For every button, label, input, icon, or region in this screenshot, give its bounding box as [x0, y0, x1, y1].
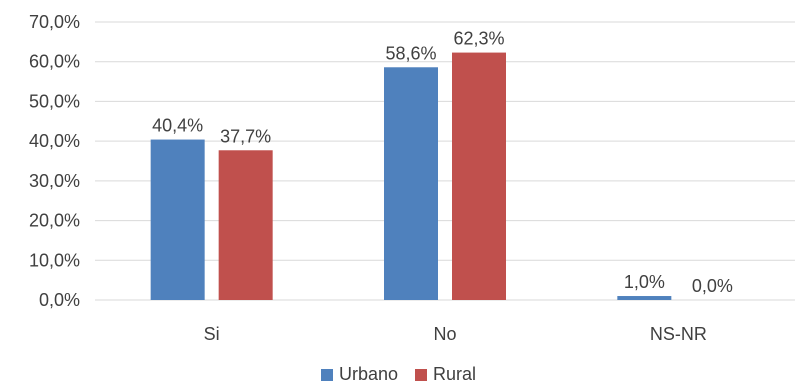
category-label: No	[433, 324, 456, 344]
data-label: 0,0%	[692, 276, 733, 296]
category-label: NS-NR	[650, 324, 707, 344]
bar-urbano-si	[150, 139, 205, 300]
legend-swatch-urbano	[321, 369, 333, 381]
bar-urbano-ns-nr	[617, 296, 672, 300]
legend: Urbano Rural	[321, 364, 476, 384]
bar-rural-si	[218, 150, 273, 300]
legend-label: Rural	[433, 364, 476, 384]
y-tick-label: 0,0%	[39, 290, 80, 310]
data-label: 62,3%	[453, 29, 504, 49]
x-axis-category-labels: Si No NS-NR	[204, 324, 707, 344]
bars	[150, 52, 672, 300]
data-label: 58,6%	[385, 43, 436, 63]
legend-label: Urbano	[339, 364, 398, 384]
y-tick-label: 10,0%	[29, 250, 80, 270]
y-tick-label: 40,0%	[29, 131, 80, 151]
gridlines	[95, 21, 795, 301]
data-label: 40,4%	[152, 116, 203, 136]
y-tick-label: 30,0%	[29, 171, 80, 191]
bar-urbano-no	[384, 67, 438, 300]
y-axis-tick-labels: 0,0% 10,0% 20,0% 30,0% 40,0% 50,0% 60,0% 70,0%	[29, 12, 80, 310]
y-tick-label: 70,0%	[29, 12, 80, 32]
data-label: 37,7%	[220, 126, 271, 146]
y-tick-label: 20,0%	[29, 211, 80, 231]
data-label: 1,0%	[624, 272, 665, 292]
y-tick-label: 50,0%	[29, 91, 80, 111]
data-labels: 40,4% 37,7% 58,6% 62,3% 1,0% 0,0%	[152, 29, 733, 296]
bar-rural-no	[452, 52, 506, 300]
category-label: Si	[204, 324, 220, 344]
y-tick-label: 60,0%	[29, 52, 80, 72]
legend-swatch-rural	[415, 369, 427, 381]
